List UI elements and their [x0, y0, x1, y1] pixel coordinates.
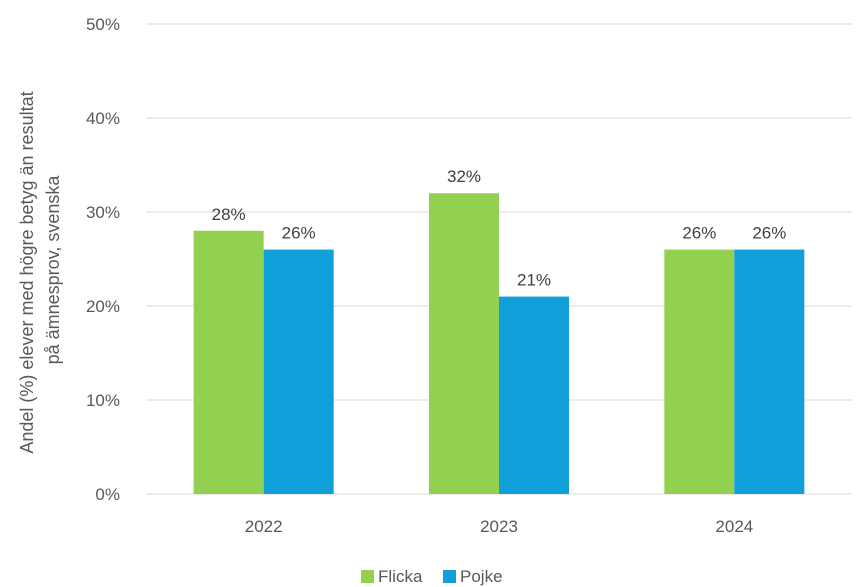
x-axis-ticks: 2022 2023 2024	[245, 517, 753, 536]
y-axis-title-line-2: på ämnesprov, svenska	[43, 175, 63, 365]
data-label-pojke-2024: 26%	[752, 224, 786, 243]
y-tick-label: 50%	[86, 15, 120, 34]
bar-flicka-2023	[429, 193, 499, 494]
y-tick-label: 20%	[86, 297, 120, 316]
y-axis-ticks: 0% 10% 20% 30% 40% 50%	[86, 15, 120, 504]
bar-flicka-2022	[193, 230, 264, 495]
y-axis-title: Andel (%) elever med högre betyg än resu…	[17, 86, 63, 453]
bar-pojke-2022	[263, 249, 334, 494]
bars	[193, 193, 805, 495]
legend-label-flicka: Flicka	[378, 567, 423, 586]
data-labels: 28% 26% 32% 21% 26% 26%	[212, 167, 787, 289]
legend-label-pojke: Pojke	[460, 567, 503, 586]
data-label-pojke-2023: 21%	[517, 271, 551, 290]
y-tick-label: 0%	[95, 485, 120, 504]
data-label-flicka-2023: 32%	[447, 167, 481, 186]
legend: Flicka Pojke	[361, 567, 503, 586]
bar-pojke-2024	[734, 249, 805, 494]
legend-swatch-flicka	[361, 570, 374, 583]
x-tick-label-2023: 2023	[480, 517, 518, 536]
x-tick-label-2022: 2022	[245, 517, 283, 536]
bar-pojke-2023	[499, 296, 569, 494]
y-tick-label: 40%	[86, 109, 120, 128]
data-label-flicka-2022: 28%	[212, 205, 246, 224]
legend-swatch-pojke	[443, 570, 456, 583]
data-label-flicka-2024: 26%	[682, 224, 716, 243]
data-label-pojke-2022: 26%	[282, 224, 316, 243]
y-tick-label: 30%	[86, 203, 120, 222]
y-axis-title-line-1: Andel (%) elever med högre betyg än resu…	[17, 91, 37, 453]
x-tick-label-2024: 2024	[715, 517, 753, 536]
bar-flicka-2024	[664, 249, 735, 494]
y-tick-label: 10%	[86, 391, 120, 410]
